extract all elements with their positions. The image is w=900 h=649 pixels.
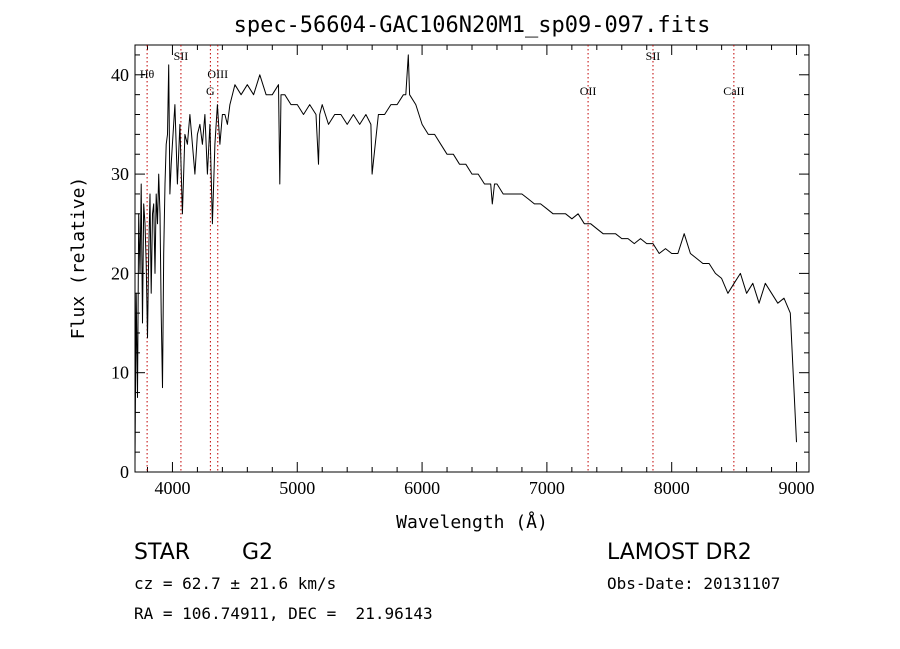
annotation-label: SII <box>646 49 661 63</box>
y-tick-label: 0 <box>120 462 129 482</box>
annotation-label: Hθ <box>140 67 155 81</box>
x-axis-label: Wavelength (Å) <box>396 511 548 533</box>
x-tick-label: 7000 <box>529 478 565 498</box>
x-tick-labels: 4000 5000 6000 7000 8000 9000 <box>154 478 814 498</box>
redshift-cz: cz = 62.7 ± 21.6 km/s <box>134 574 337 593</box>
annotation-label: SII <box>174 49 189 63</box>
chart-title: spec-56604-GAC106N20M1_sp09-097.fits <box>234 13 711 38</box>
y-tick-label: 30 <box>111 164 129 184</box>
x-tick-label: 6000 <box>404 478 440 498</box>
plot-frame <box>134 44 810 473</box>
y-axis-label: Flux (relative) <box>68 177 89 340</box>
x-tick-label: 9000 <box>779 478 815 498</box>
y-tick-label: 40 <box>111 65 129 85</box>
annotation-label: CaII <box>723 84 744 98</box>
spectral-subclass: G2 <box>242 540 274 565</box>
y-tick-label: 10 <box>111 363 129 383</box>
object-class: STAR <box>134 540 191 565</box>
annotation-label: G <box>206 84 215 98</box>
annotation-label: OIII <box>207 67 228 81</box>
x-tick-label: 5000 <box>279 478 315 498</box>
y-tick-label: 20 <box>111 263 129 283</box>
coordinates: RA = 106.74911, DEC = 21.96143 <box>134 604 433 623</box>
annotation-labels: Hθ SII OIII G OII SII CaII <box>140 49 745 98</box>
annotation-lines <box>146 45 735 472</box>
x-tick-label: 8000 <box>654 478 690 498</box>
series-group <box>134 54 797 463</box>
y-tick-labels: 0 10 20 30 40 <box>111 65 129 482</box>
survey-name: LAMOST DR2 <box>607 540 752 565</box>
spectrum-line <box>134 54 797 463</box>
annotation-label: OII <box>580 84 597 98</box>
x-tick-label: 4000 <box>154 478 190 498</box>
axis-ticks <box>135 45 809 473</box>
obs-date: Obs-Date: 20131107 <box>607 574 781 593</box>
